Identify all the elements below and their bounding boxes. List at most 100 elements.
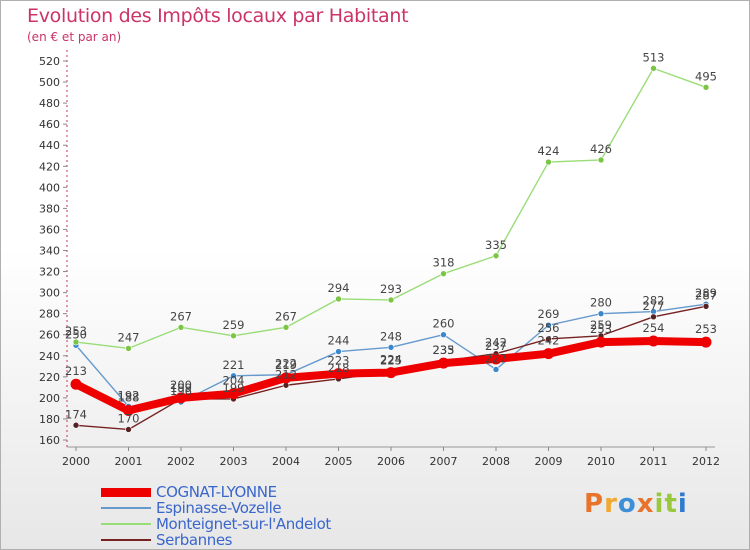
data-label: 213 [65, 364, 87, 378]
chart-axes: 160 180 200 220 240 260 280 300 320 340 360 380 400 4… [39, 50, 720, 468]
data-label: 294 [328, 281, 350, 295]
data-label: 233 [433, 343, 455, 357]
data-point [387, 344, 395, 351]
logo-letter: i [654, 489, 665, 519]
y-tick-label: 320 [39, 266, 60, 279]
data-label: 289 [695, 286, 717, 300]
data-label: 259 [223, 318, 245, 332]
data-point [335, 295, 342, 303]
legend-label: Serbannes [156, 531, 233, 549]
y-tick-label: 200 [39, 392, 60, 405]
y-tick-label: 520 [39, 55, 60, 68]
data-label: 287 [695, 288, 717, 302]
data-label: 426 [590, 142, 612, 156]
y-tick-label: 500 [39, 76, 60, 89]
data-label: 253 [65, 324, 87, 338]
legend-item: Serbannes [101, 531, 441, 549]
logo-letter: t [664, 489, 678, 519]
x-tick-label: 2011 [640, 455, 668, 468]
data-label: 224 [380, 353, 402, 367]
x-tick-label: 2002 [167, 455, 195, 468]
y-tick-label: 260 [39, 329, 60, 342]
legend-label: Monteignet-sur-l'Andelot [156, 515, 331, 533]
logo-letter: i [677, 489, 688, 519]
logo-letter: P [584, 489, 605, 519]
proxiti-logo: Proxiti [584, 489, 688, 519]
data-label: 174 [65, 407, 87, 421]
data-point [387, 296, 395, 304]
data-label: 244 [328, 334, 350, 348]
data-point [490, 353, 502, 365]
data-label: 495 [695, 69, 717, 83]
data-label: 513 [643, 50, 665, 64]
data-point [700, 336, 712, 348]
x-tick-label: 2001 [115, 455, 143, 468]
y-tick-label: 480 [39, 97, 60, 110]
data-point [177, 324, 185, 331]
data-label: 282 [643, 294, 665, 308]
data-label: 242 [538, 334, 560, 348]
data-point [595, 336, 607, 348]
y-tick-label: 380 [39, 202, 60, 215]
x-tick-label: 2004 [272, 455, 300, 468]
data-label: 212 [275, 367, 297, 381]
legend-swatch [101, 523, 151, 525]
data-label: 260 [433, 317, 455, 331]
y-tick-label: 220 [39, 371, 60, 384]
x-tick-label: 2012 [692, 455, 720, 468]
data-point [175, 392, 187, 404]
data-point [70, 378, 82, 390]
y-tick-label: 420 [39, 160, 60, 173]
chart-title: Evolution des Impôts locaux par Habitant [27, 5, 409, 27]
data-point [123, 405, 134, 417]
data-label: 335 [485, 238, 507, 252]
data-point [597, 310, 605, 317]
data-label: 253 [590, 322, 612, 336]
x-tick-label: 2000 [62, 455, 90, 468]
data-label: 267 [170, 309, 192, 323]
data-label: 277 [643, 299, 665, 313]
legend-item: COGNAT-LYONNE [101, 483, 441, 501]
data-point [440, 270, 447, 277]
data-point [282, 324, 290, 331]
data-point [702, 302, 710, 310]
y-tick-label: 180 [39, 413, 60, 426]
logo-letter: r [604, 489, 618, 519]
data-point [650, 313, 657, 321]
x-tick-label: 2007 [430, 455, 458, 468]
data-label: 199 [223, 381, 245, 395]
y-tick-label: 360 [39, 223, 60, 236]
data-point [125, 345, 132, 352]
data-label: 242 [485, 336, 507, 350]
data-label: 253 [695, 322, 717, 336]
y-tick-label: 340 [39, 245, 60, 258]
data-point [543, 348, 554, 360]
data-point [440, 331, 447, 339]
data-label: 237 [485, 339, 507, 353]
y-tick-label: 240 [39, 350, 60, 363]
y-tick-label: 300 [39, 287, 60, 300]
legend-label: Espinasse-Vozelle [156, 499, 282, 517]
data-label: 256 [538, 321, 560, 335]
data-label: 196 [170, 384, 192, 398]
data-point [385, 367, 397, 379]
y-tick-label: 400 [39, 181, 60, 194]
data-label: 218 [328, 361, 350, 375]
data-point [650, 65, 657, 72]
logo-letter: o [617, 489, 637, 519]
data-label: 170 [118, 411, 140, 425]
legend-label: COGNAT-LYONNE [156, 483, 277, 501]
data-point [230, 372, 237, 380]
data-point [545, 335, 552, 343]
data-point [492, 366, 500, 373]
data-label: 188 [118, 391, 140, 405]
data-label: 280 [590, 296, 612, 310]
data-label: 259 [590, 318, 612, 332]
data-point [333, 368, 344, 380]
legend-item: Monteignet-sur-l'Andelot [101, 515, 441, 533]
logo-letter: x [636, 489, 655, 519]
y-tick-label: 160 [39, 434, 60, 447]
data-point [597, 156, 605, 164]
y-tick-label: 280 [39, 308, 60, 321]
legend-item: Espinasse-Vozelle [101, 499, 441, 517]
